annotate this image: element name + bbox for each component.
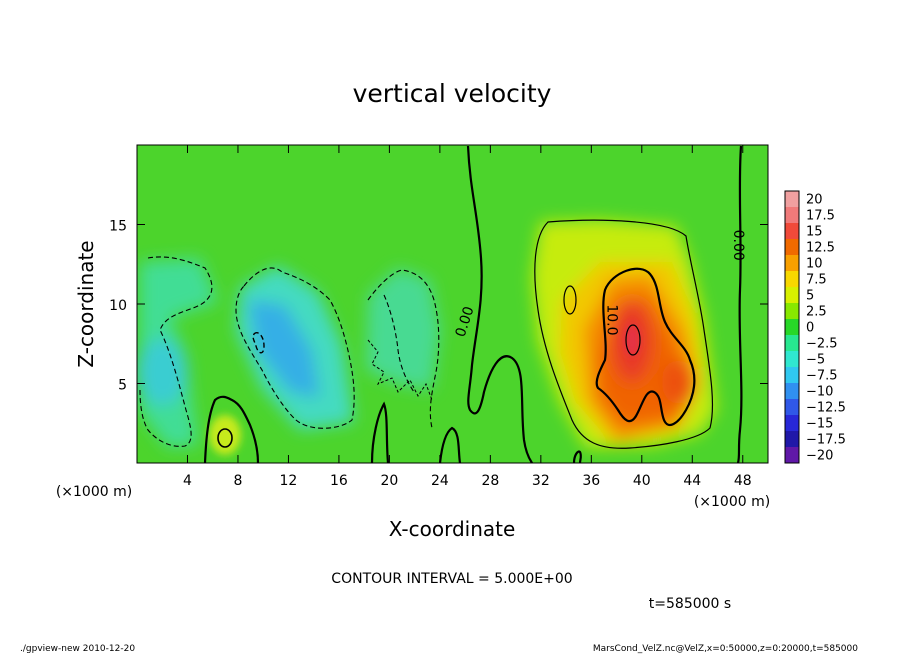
colorbar-swatch xyxy=(785,239,799,255)
z-tick-label: 10 xyxy=(109,298,127,314)
colorbar-label: 0 xyxy=(806,321,814,336)
z-tick-label: 5 xyxy=(118,378,127,394)
colorbar-swatch xyxy=(785,431,799,447)
colorbar-label: 12.5 xyxy=(806,241,835,256)
x-tick-label: 8 xyxy=(233,473,242,489)
colorbar-swatch xyxy=(785,383,799,399)
x-tick-label: 24 xyxy=(431,473,449,489)
z-tick-label: 15 xyxy=(109,219,127,235)
contour-neg-5-left xyxy=(139,256,213,447)
colorbar-swatch xyxy=(785,287,799,303)
x-tick-label: 20 xyxy=(380,473,398,489)
time-text: t=585000 s xyxy=(649,596,731,612)
colorbar-swatch xyxy=(785,319,799,335)
footer-right: MarsCond_VelZ.nc@VelZ,x=0:50000,z=0:2000… xyxy=(593,644,858,654)
contour-label: 10.0 xyxy=(604,304,620,335)
contour-small-ring xyxy=(217,428,233,448)
downdraft-shading xyxy=(137,258,440,448)
contour-neg-5-squiggle xyxy=(367,339,433,401)
colorbar-label: 10 xyxy=(806,257,823,272)
x-tick-label: 28 xyxy=(481,473,499,489)
colorbar-label: −5 xyxy=(806,353,825,368)
colorbar-swatch xyxy=(785,367,799,383)
colorbar-swatch xyxy=(785,447,799,463)
plot-area: 0.00 10.00.00 xyxy=(137,145,768,463)
x-unit-label: (×1000 m) xyxy=(694,494,770,510)
updraft-peak xyxy=(624,324,640,356)
colorbar-label: 7.5 xyxy=(806,273,827,288)
colorbar-swatch xyxy=(785,191,799,207)
contour-interval-text: CONTOUR INTERVAL = 5.000E+00 xyxy=(331,571,572,587)
colorbar-swatch xyxy=(785,255,799,271)
colorbar-swatch xyxy=(785,415,799,431)
updraft-shading xyxy=(532,220,716,448)
colorbar: 2017.51512.5107.552.50−2.5−5−7.5−10−12.5… xyxy=(784,190,846,464)
updraft-red-lower xyxy=(662,360,694,404)
z-axis: 5 10 15 xyxy=(109,219,768,394)
colorbar-swatch xyxy=(785,223,799,239)
downdraft-core xyxy=(248,300,320,398)
colorbar-label: −7.5 xyxy=(806,369,838,384)
contour-5-small xyxy=(563,285,577,315)
zero-contour-bottom-b xyxy=(438,426,462,463)
zero-contour-bottom-c xyxy=(572,450,582,463)
colorbar-label: 17.5 xyxy=(806,209,835,224)
contour-15 xyxy=(625,324,641,356)
contour-5 xyxy=(534,219,714,449)
contour-neg-5-right-2 xyxy=(383,294,415,393)
colorbar-frame xyxy=(784,190,800,464)
contour-label: 0.00 xyxy=(730,230,746,261)
colorbar-label: −17.5 xyxy=(806,433,846,448)
contour-neg-5-center xyxy=(235,267,355,429)
colorbar-swatch xyxy=(785,399,799,415)
colorbar-swatch xyxy=(785,207,799,223)
colorbar-label: −20 xyxy=(806,449,833,464)
x-tick-label: 40 xyxy=(633,473,651,489)
downdraft-right xyxy=(366,268,440,390)
colorbar-label: 2.5 xyxy=(806,305,827,320)
zero-contour-right xyxy=(736,145,743,463)
colorbar-label: −10 xyxy=(806,385,833,400)
x-tick-label: 36 xyxy=(582,473,600,489)
colorbar-swatch xyxy=(785,335,799,351)
contour-neg-5-right xyxy=(367,269,440,429)
colorbar-label: −12.5 xyxy=(806,401,846,416)
colorbar-swatch xyxy=(785,303,799,319)
x-tick-label: 4 xyxy=(183,473,192,489)
colorbar-swatch xyxy=(785,351,799,367)
x-tick-label: 32 xyxy=(532,473,550,489)
contour-neg-10 xyxy=(252,332,265,354)
z-unit-label: (×1000 m) xyxy=(56,484,132,500)
downdraft-far-left xyxy=(137,338,188,406)
x-tick-label: 16 xyxy=(330,473,348,489)
zero-contour-left-blob xyxy=(203,395,260,463)
contours xyxy=(139,145,743,463)
x-axis-title: X-coordinate xyxy=(389,517,516,541)
zero-contour-bottom-a xyxy=(370,401,390,463)
colorbar-label: −2.5 xyxy=(806,337,838,352)
colorbar-swatch xyxy=(785,271,799,287)
x-axis: 4 8 12 16 20 24 28 32 36 40 44 48 xyxy=(183,145,752,489)
z-axis-title: Z-coordinate xyxy=(74,240,98,367)
footer-left: ./gpview-new 2010-12-20 xyxy=(20,644,135,654)
warm-blob-left xyxy=(209,415,241,455)
colorbar-label: 5 xyxy=(806,289,814,304)
chart-title: vertical velocity xyxy=(353,79,552,108)
colorbar-label: 20 xyxy=(806,193,823,208)
x-tick-label: 12 xyxy=(280,473,298,489)
zero-contour-center xyxy=(466,145,533,463)
colorbar-label: −15 xyxy=(806,417,833,432)
contour-10 xyxy=(595,267,696,427)
colorbar-label: 15 xyxy=(806,225,823,240)
x-tick-label: 48 xyxy=(734,473,752,489)
x-tick-label: 44 xyxy=(683,473,701,489)
